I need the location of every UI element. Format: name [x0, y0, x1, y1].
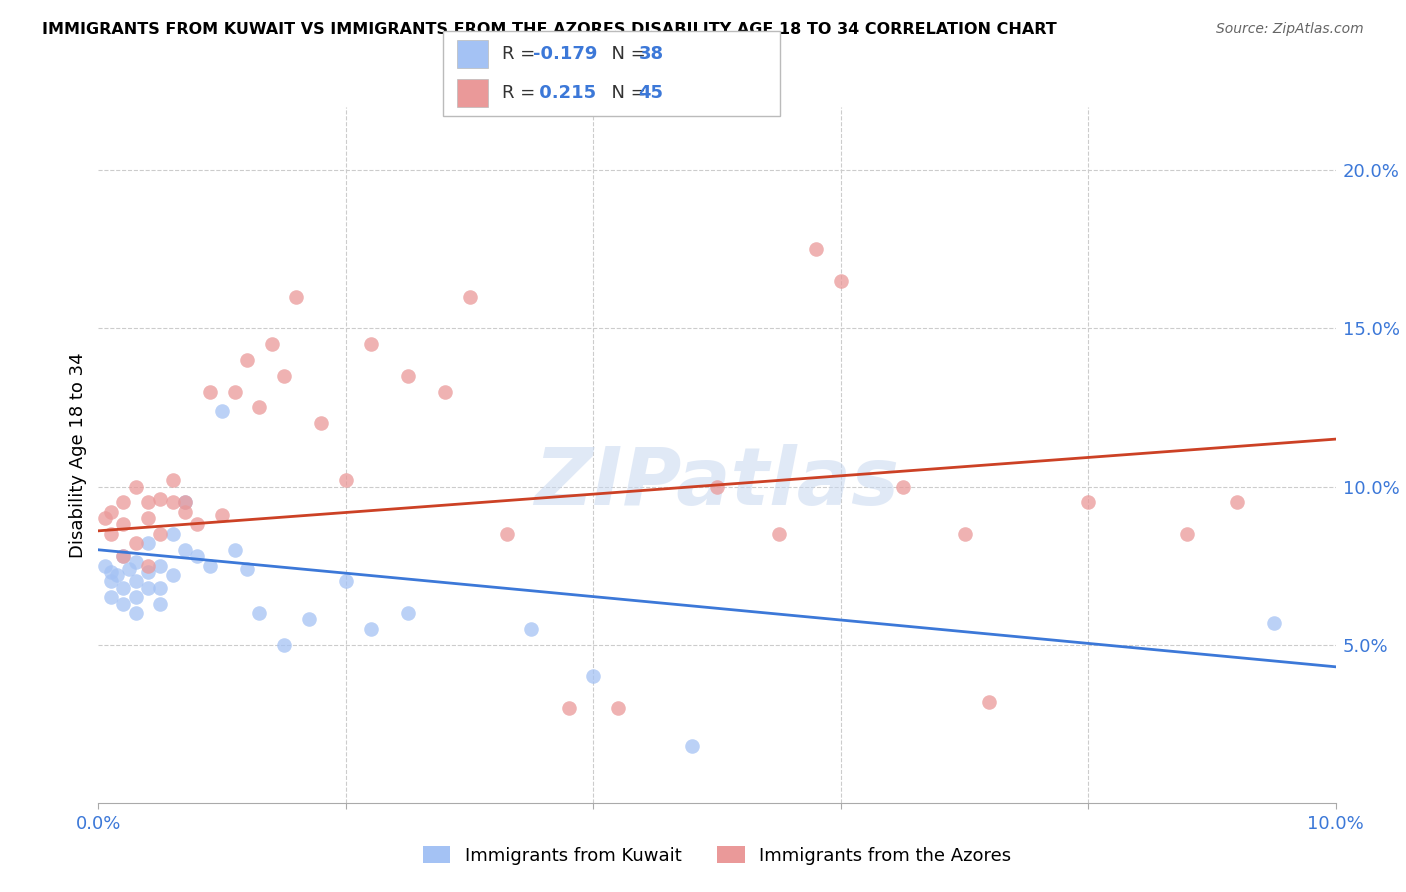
Point	[224, 384, 246, 399]
Point	[136, 565, 159, 579]
Point	[360, 622, 382, 636]
Point	[186, 517, 208, 532]
Point	[162, 568, 184, 582]
Point	[309, 417, 332, 431]
Point	[298, 612, 321, 626]
Point	[396, 606, 419, 620]
Point	[198, 558, 221, 573]
Point	[112, 549, 135, 563]
Point	[174, 542, 197, 557]
Point	[124, 606, 146, 620]
Point	[211, 508, 233, 522]
Text: Source: ZipAtlas.com: Source: ZipAtlas.com	[1216, 22, 1364, 37]
Point	[100, 574, 122, 589]
Point	[100, 527, 122, 541]
Point	[149, 581, 172, 595]
Text: ZIPatlas: ZIPatlas	[534, 443, 900, 522]
Point	[118, 562, 141, 576]
Point	[211, 403, 233, 417]
Point	[335, 473, 357, 487]
Point	[136, 558, 159, 573]
Point	[1226, 495, 1249, 509]
Point	[162, 473, 184, 487]
Text: N =: N =	[600, 84, 652, 102]
Point	[260, 337, 283, 351]
Point	[953, 527, 976, 541]
Point	[124, 591, 146, 605]
Point	[136, 536, 159, 550]
Point	[174, 495, 197, 509]
Point	[149, 527, 172, 541]
Point	[681, 739, 703, 753]
Point	[830, 274, 852, 288]
Point	[236, 353, 259, 368]
Point	[124, 536, 146, 550]
Point	[285, 290, 308, 304]
Point	[236, 562, 259, 576]
Y-axis label: Disability Age 18 to 34: Disability Age 18 to 34	[69, 352, 87, 558]
Point	[100, 591, 122, 605]
Point	[979, 695, 1001, 709]
Point	[706, 479, 728, 493]
Point	[136, 581, 159, 595]
Point	[162, 495, 184, 509]
Text: IMMIGRANTS FROM KUWAIT VS IMMIGRANTS FROM THE AZORES DISABILITY AGE 18 TO 34 COR: IMMIGRANTS FROM KUWAIT VS IMMIGRANTS FRO…	[42, 22, 1057, 37]
Point	[105, 568, 128, 582]
Point	[136, 511, 159, 525]
Point	[335, 574, 357, 589]
Point	[174, 505, 197, 519]
Point	[198, 384, 221, 399]
Text: N =: N =	[600, 45, 652, 63]
Point	[433, 384, 456, 399]
Point	[124, 574, 146, 589]
Point	[174, 495, 197, 509]
Point	[100, 565, 122, 579]
Point	[557, 701, 579, 715]
Point	[247, 606, 270, 620]
Text: -0.179: -0.179	[533, 45, 598, 63]
Point	[124, 556, 146, 570]
Point	[100, 505, 122, 519]
Point	[162, 527, 184, 541]
Point	[136, 495, 159, 509]
Point	[1077, 495, 1099, 509]
Point	[112, 581, 135, 595]
Point	[520, 622, 543, 636]
Point	[124, 479, 146, 493]
Point	[273, 368, 295, 383]
Point	[112, 517, 135, 532]
Point	[1263, 615, 1285, 630]
Point	[93, 558, 115, 573]
Text: 0.215: 0.215	[533, 84, 596, 102]
Point	[495, 527, 517, 541]
Point	[112, 495, 135, 509]
Point	[149, 558, 172, 573]
Point	[607, 701, 630, 715]
Legend: Immigrants from Kuwait, Immigrants from the Azores: Immigrants from Kuwait, Immigrants from …	[413, 837, 1021, 874]
Point	[224, 542, 246, 557]
Text: 38: 38	[638, 45, 664, 63]
Point	[247, 401, 270, 415]
Point	[891, 479, 914, 493]
Text: R =: R =	[502, 84, 541, 102]
Point	[273, 638, 295, 652]
Point	[768, 527, 790, 541]
Point	[93, 511, 115, 525]
Text: R =: R =	[502, 45, 541, 63]
Point	[804, 243, 827, 257]
Text: 45: 45	[638, 84, 664, 102]
Point	[149, 492, 172, 507]
Point	[360, 337, 382, 351]
Point	[112, 549, 135, 563]
Point	[582, 669, 605, 683]
Point	[149, 597, 172, 611]
Point	[186, 549, 208, 563]
Point	[458, 290, 481, 304]
Point	[396, 368, 419, 383]
Point	[1175, 527, 1198, 541]
Point	[112, 597, 135, 611]
